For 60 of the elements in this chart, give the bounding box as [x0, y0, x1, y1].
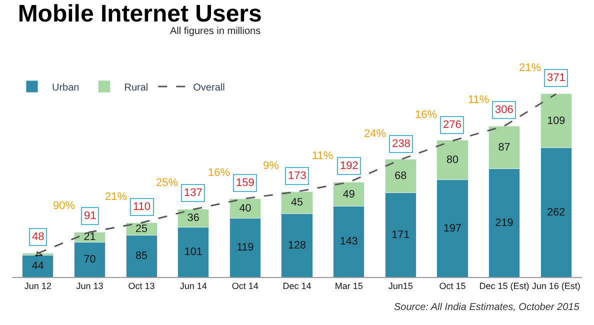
data-label: 101	[184, 246, 202, 258]
x-tick-label: Oct 13	[128, 280, 155, 291]
data-label: 119	[236, 242, 254, 254]
text: All figures in millions	[170, 26, 261, 37]
data-label: 306	[495, 104, 514, 116]
annotation: 11%	[312, 150, 334, 162]
data-label: 49	[342, 188, 355, 200]
data-label: 40	[239, 202, 252, 214]
x-tick-label: Jun15	[388, 280, 413, 291]
annotation: 11%	[468, 94, 490, 106]
annotation: 25%	[156, 177, 178, 189]
data-label: 44	[32, 260, 44, 272]
data-label: 85	[136, 250, 148, 262]
x-tick-label: Oct 15	[439, 280, 466, 291]
data-label: 262	[547, 206, 566, 218]
data-label: 80	[446, 154, 458, 166]
annotation: 9%	[263, 160, 280, 172]
data-label: 21	[84, 231, 96, 244]
data-label: 219	[495, 216, 514, 229]
source-note: Source: All India Estimates, October 2015	[394, 302, 580, 313]
data-label: 91	[84, 210, 96, 222]
annotation: 21%	[105, 191, 128, 203]
x-tick-label: Mar 15	[334, 280, 363, 291]
data-label: 137	[184, 187, 202, 199]
text: Mobile Internet Users	[18, 0, 262, 28]
data-label: 128	[288, 239, 306, 252]
data-label: 171	[392, 228, 410, 241]
data-label: 276	[443, 119, 462, 131]
data-label: 87	[498, 141, 510, 154]
data-label: 197	[443, 222, 462, 234]
data-label: 36	[187, 212, 200, 224]
data-label: 238	[392, 138, 410, 150]
legend-label: Rural	[124, 82, 148, 94]
annotation: 24%	[364, 128, 386, 140]
legend-label: Urban	[52, 82, 80, 94]
x-tick-label: Jun 12	[24, 280, 52, 291]
data-label: 70	[84, 254, 96, 266]
data-label: 192	[340, 160, 358, 172]
annotation: 16%	[415, 109, 438, 121]
legend-label: Overall	[193, 82, 225, 94]
data-label: 371	[547, 72, 566, 84]
data-label: 45	[291, 196, 303, 209]
x-tick-label: Dec 15 (Est)	[479, 280, 530, 291]
x-tick-label: Jun 14	[180, 280, 207, 291]
x-tick-label: Oct 14	[232, 280, 258, 291]
x-tick-label: Jun 16 (Est)	[532, 280, 580, 291]
data-label: 173	[288, 170, 306, 182]
data-label: 48	[32, 231, 44, 243]
data-label: 109	[547, 114, 566, 127]
annotation: 90%	[53, 200, 76, 212]
bar	[22, 255, 54, 277]
data-label: 143	[340, 236, 358, 248]
data-label: 159	[236, 177, 254, 189]
x-tick-label: Jun 13	[76, 280, 104, 291]
data-label: 25	[136, 222, 148, 235]
annotation: 21%	[519, 62, 542, 74]
data-label: 68	[394, 170, 407, 182]
x-tick-label: Dec 14	[282, 280, 312, 291]
annotation: 16%	[208, 167, 230, 179]
data-label: 110	[133, 201, 151, 213]
